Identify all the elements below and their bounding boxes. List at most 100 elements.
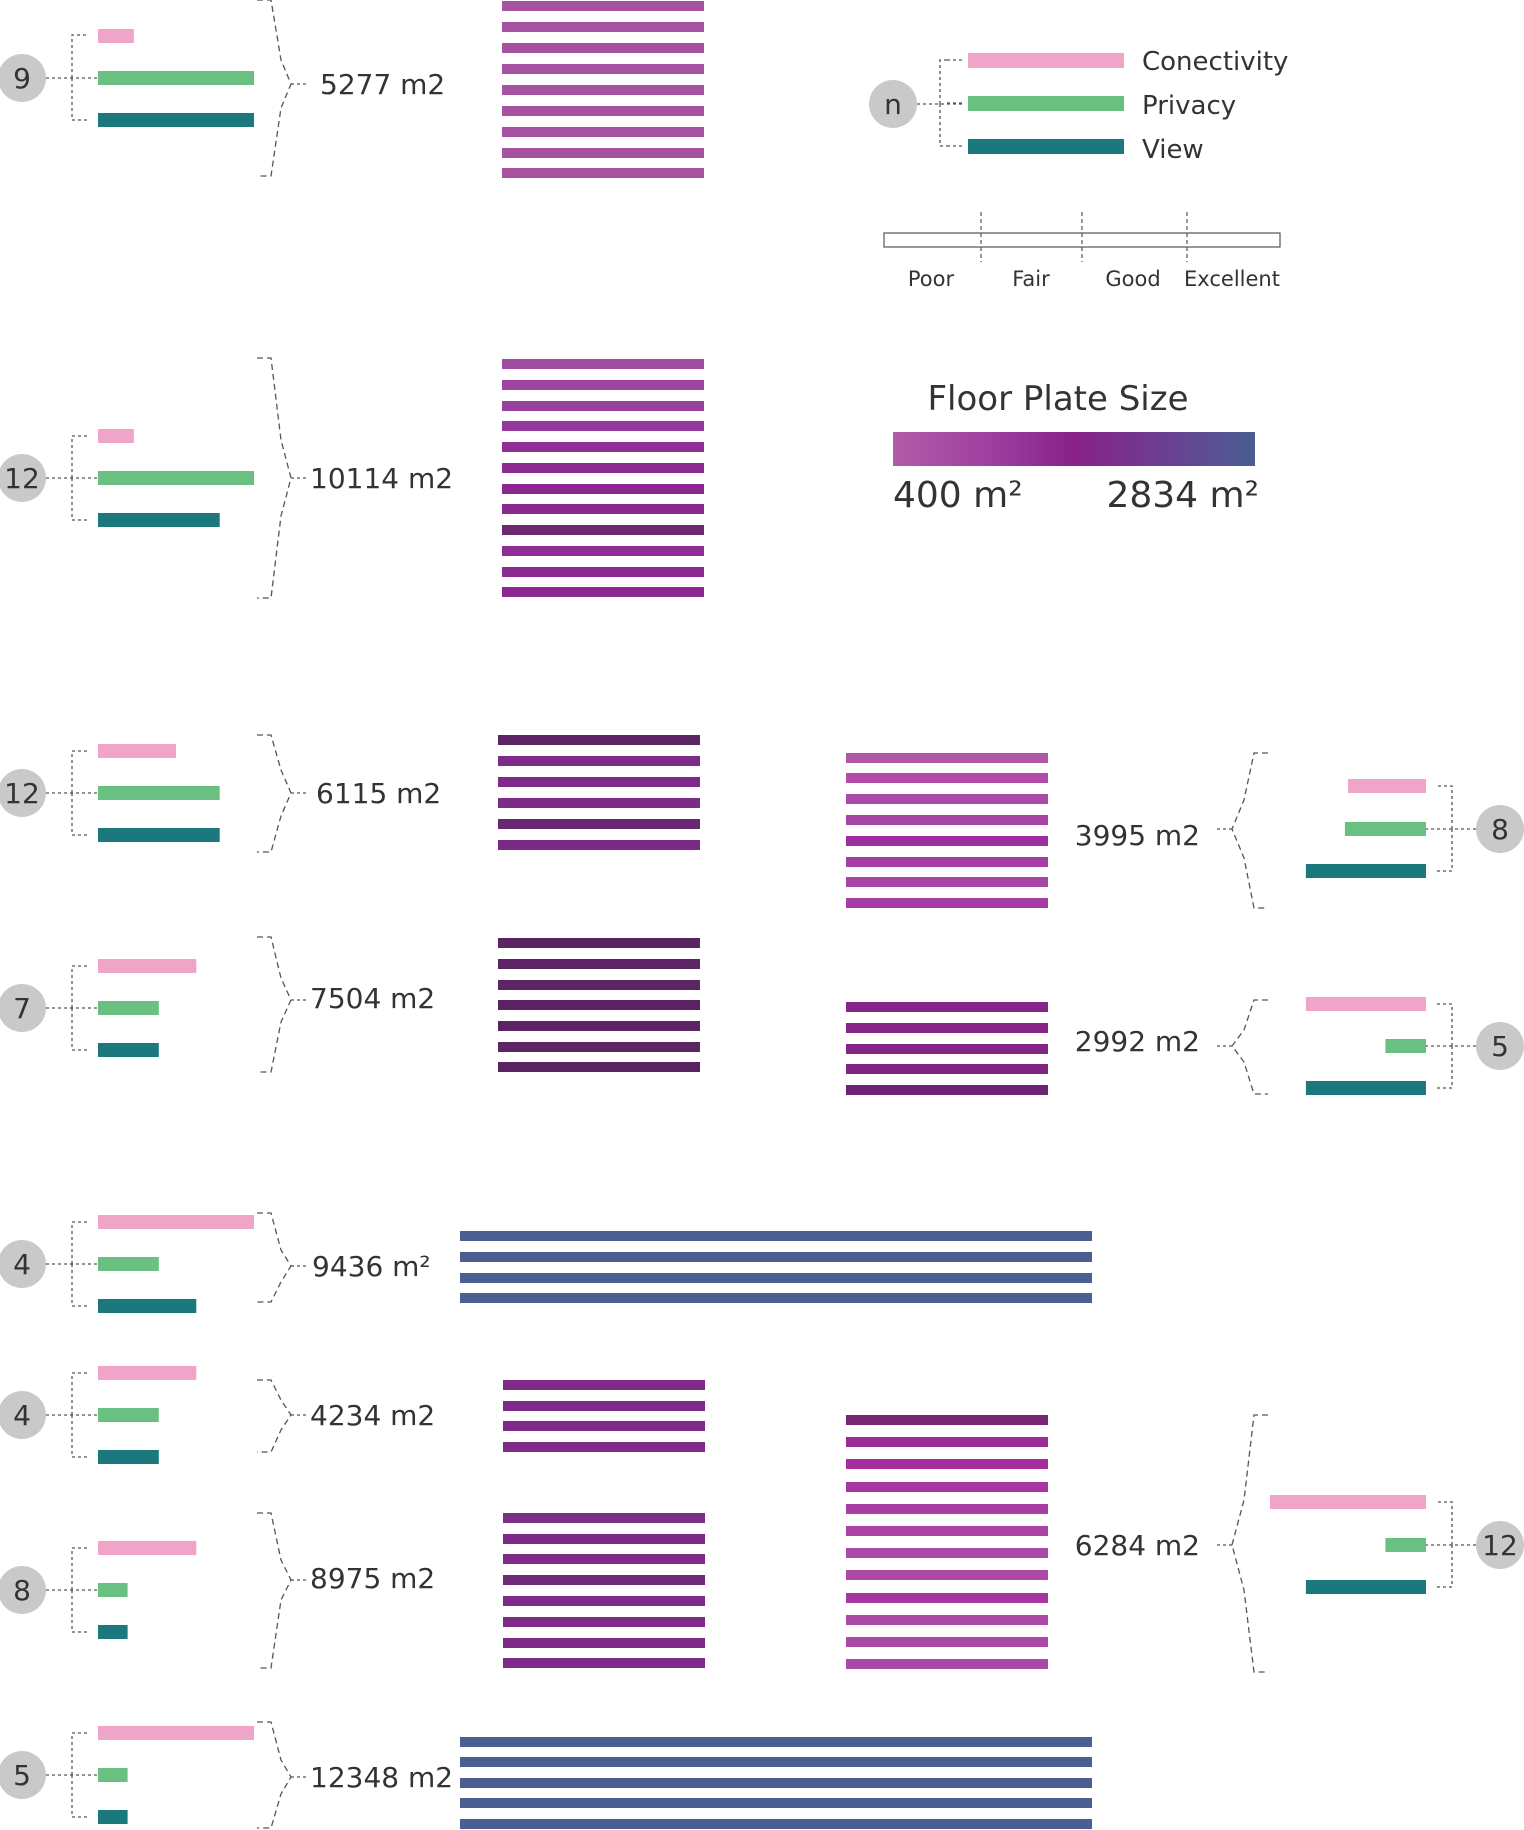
floor-slab — [846, 1437, 1048, 1447]
bracket — [1231, 999, 1268, 1095]
bracket — [257, 357, 292, 599]
building-group: 4 9436 m² — [0, 1212, 431, 1313]
floor-slab — [846, 1002, 1048, 1012]
floor-slab — [503, 1380, 705, 1390]
floor-slab — [502, 148, 704, 158]
area-label: 4234 m2 — [310, 1399, 435, 1432]
floor-slab — [846, 836, 1048, 846]
floor-plate-max: 2834 m² — [1106, 475, 1259, 516]
floor-slab — [498, 1062, 700, 1072]
floor-plate-gradient — [893, 432, 1255, 466]
floor-slab — [503, 1554, 705, 1564]
floor-slab — [460, 1819, 1092, 1829]
floor-slab — [846, 1085, 1048, 1095]
privacy-bar — [1344, 822, 1426, 836]
floor-count: 5 — [13, 1759, 31, 1792]
connectivity-bar — [1348, 779, 1426, 793]
view-bar — [98, 513, 220, 527]
metric-connector — [46, 435, 98, 521]
floor-slab — [846, 1064, 1048, 1074]
floor-slab — [460, 1231, 1092, 1241]
floor-slab — [498, 980, 700, 990]
floor-count: 9 — [13, 62, 31, 95]
metric-connector — [1426, 1003, 1476, 1089]
metric-connector — [46, 1547, 98, 1633]
legend-connectivity-swatch — [968, 53, 1124, 68]
view-bar — [98, 1299, 197, 1313]
building-group: 5 2992 m2 — [1075, 997, 1524, 1095]
bracket — [1231, 752, 1268, 909]
floor-count-badge — [1476, 805, 1524, 853]
floor-stack — [460, 1737, 1092, 1829]
privacy-bar — [1385, 1039, 1426, 1053]
floor-plate-size-legend: Floor Plate Size 400 m² 2834 m² — [893, 379, 1259, 516]
view-bar — [98, 828, 220, 842]
privacy-bar — [98, 71, 254, 85]
floor-slab — [846, 1044, 1048, 1054]
bracket — [257, 734, 292, 853]
floor-count: 4 — [13, 1248, 31, 1281]
floor-count: 7 — [13, 992, 31, 1025]
privacy-bar — [98, 1408, 159, 1422]
floor-slab — [503, 1638, 705, 1648]
floor-slab — [502, 106, 704, 116]
floor-slab — [502, 22, 704, 32]
metric-connector — [46, 34, 98, 121]
floor-slab — [503, 1401, 705, 1411]
floor-stack — [498, 938, 700, 1072]
connectivity-bar — [98, 744, 176, 758]
area-label: 9436 m² — [312, 1250, 431, 1283]
building-group: 4 4234 m2 — [0, 1366, 435, 1464]
floor-slab — [460, 1252, 1092, 1262]
floor-count: 4 — [13, 1399, 31, 1432]
floor-stack — [460, 1231, 1092, 1303]
floor-slab — [502, 168, 704, 178]
area-label: 10114 m2 — [310, 462, 453, 495]
floor-slab — [846, 898, 1048, 908]
metric-connector — [46, 1221, 98, 1307]
floor-slab — [503, 1617, 705, 1627]
floor-stack — [846, 1002, 1048, 1095]
legend-symbol: n — [884, 88, 902, 121]
legend-label-privacy: Privacy — [1142, 91, 1236, 121]
building-group: 7 7504 m2 — [0, 936, 435, 1073]
floor-count: 8 — [13, 1574, 31, 1607]
bracket — [257, 1512, 292, 1669]
building-group: 8 8975 m2 — [0, 1512, 435, 1669]
metric-connector — [46, 1372, 98, 1458]
floor-slab — [502, 421, 704, 431]
legend-label-connectivity: Conectivity — [1142, 47, 1288, 77]
view-bar — [1305, 1580, 1426, 1594]
floor-count: 12 — [4, 777, 40, 810]
legend-connector — [917, 59, 965, 147]
metric-connector — [1426, 785, 1476, 872]
connectivity-bar — [98, 429, 134, 443]
building-group: 5 12348 m2 — [0, 1721, 453, 1829]
floor-slab — [502, 567, 704, 577]
floor-slab — [502, 359, 704, 369]
floor-slab — [502, 525, 704, 535]
metric-connector — [46, 750, 98, 836]
floor-count-badge — [0, 1240, 46, 1288]
floor-slab — [503, 1421, 705, 1431]
floor-slab — [846, 1570, 1048, 1580]
floor-slab — [460, 1273, 1092, 1283]
rating-good: Good — [1105, 267, 1160, 291]
privacy-bar — [1385, 1538, 1426, 1552]
floor-slab — [846, 1459, 1048, 1469]
rating-excellent: Excellent — [1184, 267, 1280, 291]
bracket — [257, 0, 292, 177]
connectivity-bar — [98, 29, 134, 43]
floor-slab — [498, 1042, 700, 1052]
area-label: 7504 m2 — [310, 982, 435, 1015]
floor-count-badge — [0, 54, 46, 102]
building-group: 12 10114 m2 — [0, 357, 453, 599]
connectivity-bar — [98, 959, 197, 973]
area-label: 12348 m2 — [310, 1761, 453, 1794]
privacy-bar — [98, 1001, 159, 1015]
metric-connector — [46, 1732, 98, 1818]
floor-stack — [502, 1, 704, 178]
floor-slab — [846, 1526, 1048, 1536]
view-bar — [98, 1810, 128, 1824]
floor-count-badge — [0, 1566, 46, 1614]
